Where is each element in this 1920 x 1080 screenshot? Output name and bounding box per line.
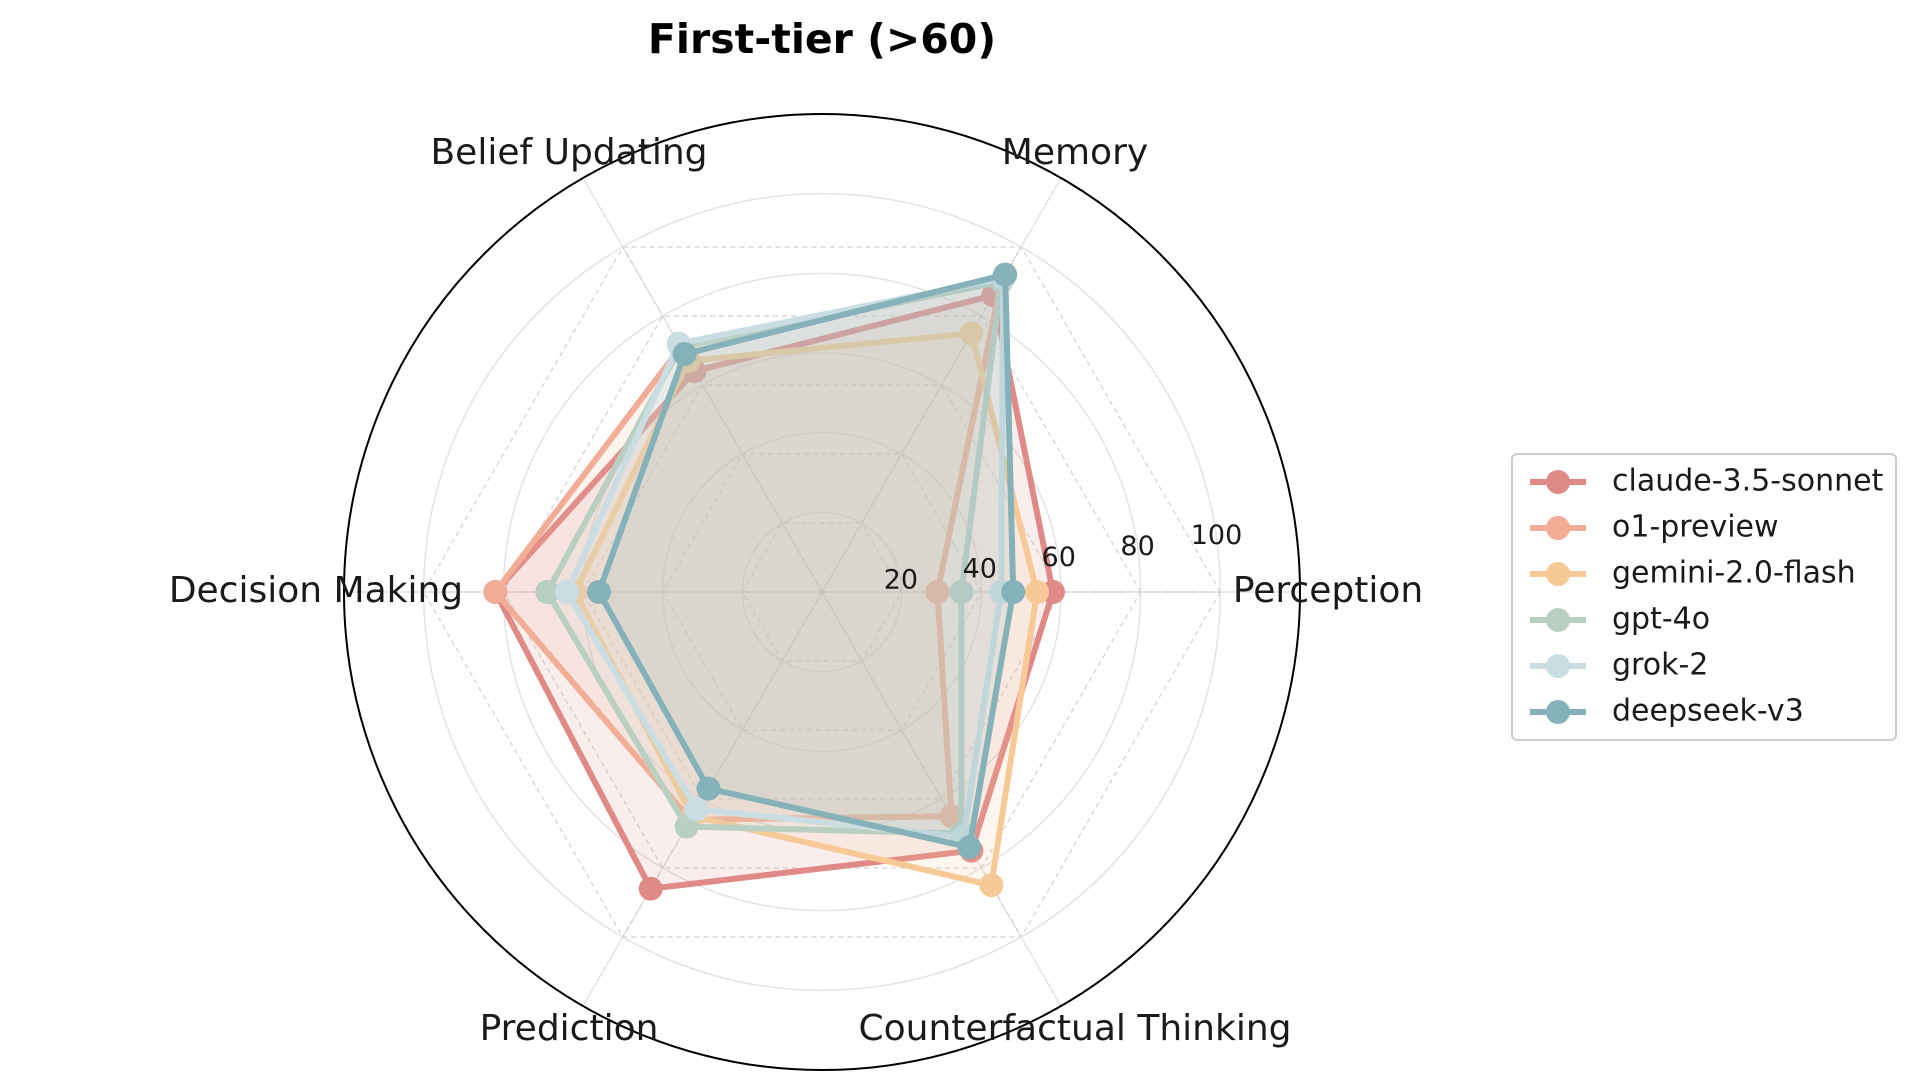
- series-deepseek-v3: [586, 262, 1026, 860]
- spoke-dashed: [622, 591, 823, 938]
- legend-label: gpt-4o: [1612, 602, 1710, 637]
- r-tick-label: 80: [1120, 531, 1154, 562]
- axis-label: Perception: [1233, 570, 1423, 611]
- series-area: [567, 278, 1004, 837]
- data-point: [672, 342, 697, 366]
- outer-spine: [343, 113, 1301, 1071]
- data-point: [993, 262, 1018, 287]
- spoke-dashed: [821, 246, 1022, 593]
- legend-item: o1-preview: [1530, 510, 1779, 545]
- series-area: [598, 274, 1014, 848]
- axis-labels: Perception Memory Belief Updating Decision …: [169, 132, 1423, 1049]
- legend-item: grok-2: [1530, 648, 1708, 683]
- legend-marker: [1546, 516, 1570, 540]
- legend-label: claude-3.5-sonnet: [1612, 464, 1884, 499]
- axis-label: Counterfactual Thinking: [859, 1008, 1292, 1049]
- data-point: [696, 776, 721, 801]
- axis-label: Prediction: [480, 1008, 659, 1049]
- data-point: [535, 580, 560, 604]
- legend-label: o1-preview: [1612, 510, 1779, 545]
- axis-label: Decision Making: [169, 570, 463, 611]
- legend-marker: [1546, 470, 1570, 494]
- data-point: [979, 873, 1004, 898]
- data-point: [1001, 580, 1026, 604]
- data-point: [684, 797, 709, 822]
- legend-item: gpt-4o: [1530, 602, 1710, 637]
- data-point: [1025, 580, 1050, 604]
- legend-label: grok-2: [1612, 648, 1708, 683]
- data-point: [483, 580, 508, 604]
- data-point: [555, 580, 580, 604]
- legend-marker: [1546, 700, 1570, 724]
- legend-item: deepseek-v3: [1530, 694, 1804, 729]
- axis-label: Memory: [1002, 132, 1148, 173]
- spoke-dashed: [622, 246, 823, 593]
- data-point: [925, 580, 950, 604]
- legend-marker: [1546, 608, 1570, 632]
- radar-series: [483, 262, 1065, 901]
- r-tick-label: 100: [1191, 520, 1243, 551]
- data-point: [638, 876, 663, 901]
- r-tick-label: 40: [963, 553, 997, 584]
- data-point: [959, 321, 984, 346]
- axis-label: Belief Updating: [430, 132, 707, 173]
- legend-label: gemini-2.0-flash: [1612, 556, 1856, 591]
- legend-marker: [1546, 654, 1570, 678]
- radial-ticks: 20 40 60 80 100: [884, 520, 1243, 595]
- legend-marker: [1546, 562, 1570, 586]
- chart-title: First-tier (>60): [648, 15, 996, 63]
- data-point: [957, 835, 982, 860]
- spoke-dashed: [821, 591, 1022, 938]
- legend-item: claude-3.5-sonnet: [1530, 464, 1884, 499]
- r-tick-label: 60: [1042, 542, 1076, 573]
- data-point: [949, 580, 974, 604]
- legend-item: gemini-2.0-flash: [1530, 556, 1856, 591]
- legend-box: [1511, 453, 1897, 741]
- legend: claude-3.5-sonnet o1-preview gemini-2.0-fl…: [1511, 453, 1897, 741]
- legend-label: deepseek-v3: [1612, 694, 1804, 729]
- series-area: [575, 333, 1038, 886]
- r-tick-label: 20: [884, 564, 918, 595]
- data-point: [586, 580, 611, 604]
